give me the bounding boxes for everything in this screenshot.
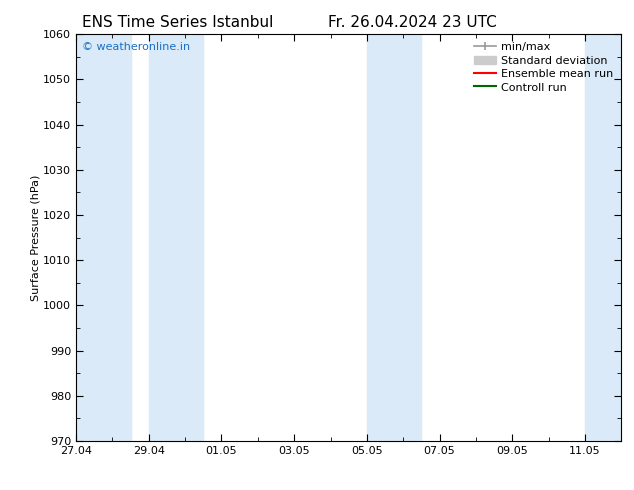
Text: Fr. 26.04.2024 23 UTC: Fr. 26.04.2024 23 UTC <box>328 15 496 30</box>
Legend: min/max, Standard deviation, Ensemble mean run, Controll run: min/max, Standard deviation, Ensemble me… <box>469 38 618 97</box>
Bar <box>149 34 204 441</box>
Bar <box>585 34 634 441</box>
Text: © weatheronline.in: © weatheronline.in <box>82 43 190 52</box>
Bar <box>76 34 131 441</box>
Bar <box>367 34 422 441</box>
Y-axis label: Surface Pressure (hPa): Surface Pressure (hPa) <box>30 174 41 301</box>
Text: ENS Time Series Istanbul: ENS Time Series Istanbul <box>82 15 273 30</box>
